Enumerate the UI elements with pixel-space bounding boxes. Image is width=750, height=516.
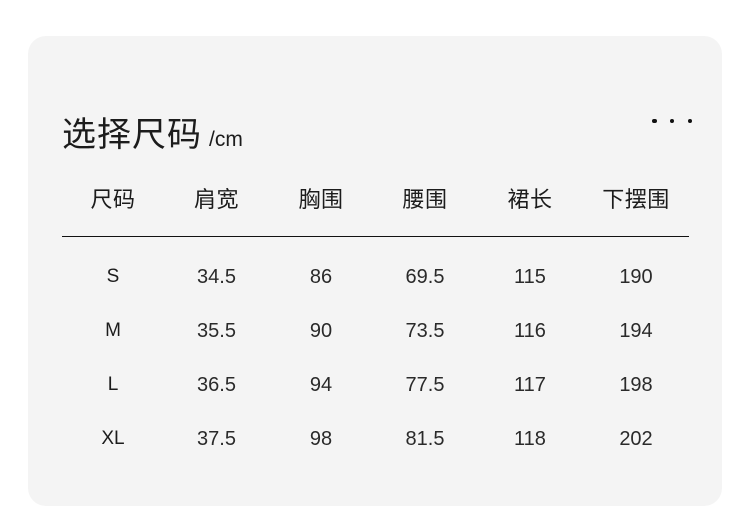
- cell-hem: 198: [619, 373, 653, 396]
- cell-size: S: [106, 266, 120, 287]
- column-header-length: 裙长: [507, 187, 553, 212]
- more-dot-1: [652, 118, 657, 124]
- cell-size: XL: [101, 428, 125, 449]
- column-header-waist: 腰围: [402, 187, 448, 212]
- size-chart-table: 尺码 肩宽 胸围 腰围 裙长 下摆围 S 34.5 86 69.5 115 19…: [62, 166, 689, 466]
- more-dot-3: [687, 118, 692, 124]
- table-row[interactable]: M 35.5 90 73.5 116 194: [62, 304, 689, 358]
- column-header-shoulder: 肩宽: [193, 187, 239, 212]
- cell-shoulder: 37.5: [197, 427, 236, 450]
- cell-bust: 90: [309, 319, 333, 342]
- cell-waist: 77.5: [405, 373, 445, 396]
- column-header-hem: 下摆围: [602, 187, 670, 212]
- table-row[interactable]: L 36.5 94 77.5 117 198: [62, 358, 689, 412]
- cell-waist: 81.5: [405, 427, 445, 450]
- size-selection-card: 选择尺码 /cm 尺码 肩宽 胸围 腰围 裙长: [28, 36, 722, 506]
- column-header-size: 尺码: [90, 187, 136, 212]
- cell-length: 117: [514, 373, 546, 396]
- table-body: S 34.5 86 69.5 115 190 M 35.5 90 73.5 11…: [62, 237, 689, 467]
- table-header-row: 尺码 肩宽 胸围 腰围 裙长 下摆围: [62, 166, 689, 237]
- cell-waist: 73.5: [405, 319, 445, 342]
- cell-size: L: [107, 374, 119, 395]
- card-header: 选择尺码 /cm: [28, 36, 722, 166]
- cell-shoulder: 34.5: [197, 265, 236, 288]
- table-row[interactable]: S 34.5 86 69.5 115 190: [62, 237, 689, 305]
- cell-hem: 190: [619, 265, 653, 288]
- more-dot-2: [669, 118, 675, 124]
- cell-hem: 202: [619, 427, 653, 450]
- table-row[interactable]: XL 37.5 98 81.5 118 202: [62, 412, 689, 466]
- cell-waist: 69.5: [405, 265, 445, 288]
- column-header-bust: 胸围: [298, 187, 344, 212]
- cell-length: 118: [514, 427, 546, 450]
- cell-bust: 94: [309, 373, 333, 396]
- cell-shoulder: 35.5: [197, 319, 236, 342]
- table-header: 尺码 肩宽 胸围 腰围 裙长 下摆围: [62, 166, 689, 237]
- cell-bust: 86: [309, 265, 333, 288]
- page-title-text: 选择尺码: [62, 116, 202, 154]
- page-title: 选择尺码 /cm: [62, 118, 243, 152]
- cell-length: 115: [514, 265, 546, 288]
- cell-bust: 98: [309, 427, 333, 450]
- cell-length: 116: [514, 319, 546, 342]
- cell-shoulder: 36.5: [197, 373, 236, 396]
- page-title-unit: /cm: [209, 128, 243, 151]
- cell-size: M: [105, 320, 121, 341]
- cell-hem: 194: [619, 319, 653, 342]
- more-horizontal-icon[interactable]: [648, 108, 696, 134]
